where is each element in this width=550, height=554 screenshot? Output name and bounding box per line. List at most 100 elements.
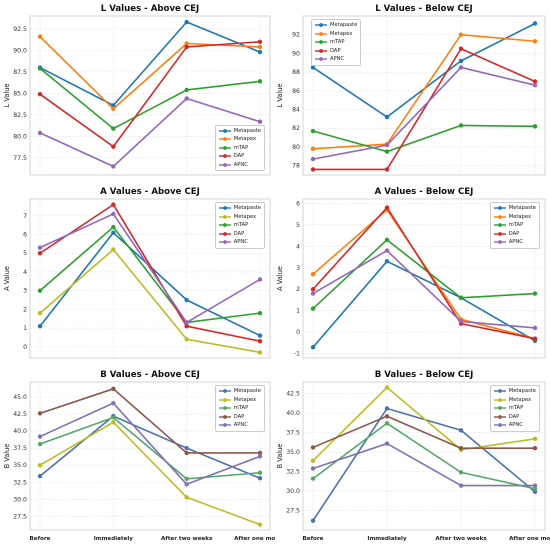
chart-legend: Metapaste Metapex mTAP DAP APNC	[214, 385, 265, 432]
legend-entry: DAP	[218, 152, 261, 161]
legend-entry: APNC	[218, 238, 261, 247]
chart-title: A Values - Below CEJ	[375, 187, 474, 197]
series-line-metapaste	[39, 415, 261, 479]
legend-swatch	[218, 162, 231, 167]
data-point-mtap	[384, 149, 390, 154]
data-point-metapaste	[257, 333, 263, 338]
legend-swatch	[218, 145, 231, 150]
data-point-mtap	[532, 486, 538, 491]
legend-label: Metapex	[233, 213, 257, 220]
y-tick-label: 35.0	[13, 462, 27, 469]
legend-label: Metapex	[233, 136, 257, 143]
y-tick-label: 30.0	[286, 488, 300, 495]
data-point-apnc	[111, 400, 116, 406]
legend-entry: mTAP	[315, 38, 357, 47]
legend-swatch	[315, 40, 327, 45]
data-point-apnc	[111, 164, 116, 169]
y-tick-label: 78	[292, 163, 300, 170]
y-tick-label: 90.0	[13, 47, 27, 54]
legend-entry: Metapaste	[315, 21, 357, 30]
data-point-metapaste	[257, 475, 263, 481]
data-point-metapex	[384, 385, 390, 390]
legend-swatch	[493, 423, 506, 428]
legend-swatch	[315, 57, 327, 62]
legend-swatch	[218, 397, 231, 402]
y-tick-label: 88	[292, 69, 300, 76]
data-point-apnc	[111, 211, 116, 217]
data-point-metapex	[532, 39, 538, 44]
legend-entry: DAP	[218, 230, 261, 239]
y-tick-label: 92.5	[13, 26, 27, 33]
data-point-apnc	[532, 483, 538, 488]
y-tick-label: 42.5	[286, 391, 300, 398]
y-tick-label: 82	[292, 125, 300, 132]
legend-label: mTAP	[233, 405, 249, 412]
legend-entry: Metapaste	[493, 387, 536, 396]
legend-swatch	[218, 423, 231, 428]
data-point-mtap	[532, 291, 538, 296]
legend-entry: Metapaste	[218, 204, 261, 213]
legend-label: APNC	[233, 239, 248, 246]
data-point-mtap	[384, 237, 390, 243]
data-point-mtap	[111, 224, 116, 230]
data-point-metapaste	[532, 489, 538, 495]
data-point-metapaste	[257, 49, 263, 55]
y-tick-label: 0	[296, 329, 300, 336]
legend-label: Metapex	[330, 30, 353, 37]
chart-legend: Metapaste Metapex mTAP DAP APNC	[489, 385, 540, 432]
legend-label: DAP	[330, 47, 341, 54]
data-point-dap	[310, 167, 316, 172]
y-tick-label: 2	[296, 286, 300, 293]
data-point-apnc	[384, 248, 390, 253]
data-point-metapaste	[384, 114, 390, 120]
chart-title: A Values - Above CEJ	[100, 187, 200, 197]
legend-swatch	[218, 231, 231, 236]
legend-label: Metapaste	[508, 205, 536, 212]
y-tick-label: 3	[23, 288, 27, 295]
data-point-mtap	[458, 470, 464, 475]
data-point-dap	[111, 202, 116, 207]
data-point-metapaste	[37, 473, 43, 479]
data-point-metapaste	[310, 345, 316, 350]
legend-swatch	[218, 137, 231, 142]
data-point-dap	[111, 144, 116, 149]
legend-entry: Metapex	[218, 396, 261, 405]
legend-label: mTAP	[508, 222, 524, 229]
y-tick-label: 30.0	[13, 496, 27, 503]
legend-swatch	[493, 240, 506, 245]
series-line-apnc	[312, 249, 536, 329]
series-line-metapex	[39, 421, 261, 526]
data-point-apnc	[310, 156, 316, 162]
legend-label: DAP	[233, 153, 245, 160]
y-tick-label: 27.5	[286, 508, 300, 515]
y-tick-label: 5	[296, 222, 300, 229]
y-tick-label: 86	[292, 88, 300, 95]
y-tick-label: 0	[23, 344, 27, 351]
data-point-metapex	[111, 420, 116, 425]
data-point-apnc	[37, 245, 43, 250]
y-tick-label: 42.5	[13, 411, 27, 418]
data-point-metapex	[310, 272, 316, 277]
data-point-metapex	[257, 44, 263, 50]
x-tick-label: After one month	[234, 536, 275, 542]
legend-swatch	[218, 128, 231, 133]
chart-title: L Values - Below CEJ	[375, 4, 473, 14]
legend-swatch	[493, 406, 506, 411]
data-point-apnc	[257, 277, 263, 282]
series-line-apnc	[39, 213, 261, 324]
y-tick-label: 84	[292, 107, 300, 114]
panel-l-below-cej: 78 80 82 84 86 88 90 92 L Values - Below CEJ L Va…	[275, 0, 550, 183]
panel-b-below-cej: 27.5 30.0 32.5 35.0 37.5 40.0 42.5 Before Immedi…	[275, 366, 550, 550]
chart-legend: Metapaste Metapex mTAP DAP APNC	[311, 19, 362, 66]
legend-entry: Metapaste	[218, 387, 261, 396]
data-point-metapaste	[111, 230, 116, 235]
data-point-dap	[384, 167, 390, 172]
data-point-dap	[310, 445, 316, 450]
data-point-apnc	[184, 96, 189, 101]
data-point-metapex	[310, 146, 316, 152]
data-point-dap	[532, 79, 538, 84]
data-point-metapex	[310, 458, 316, 463]
data-point-metapaste	[111, 103, 116, 108]
legend-entry: Metapex	[493, 396, 536, 405]
legend-entry: mTAP	[493, 221, 536, 230]
